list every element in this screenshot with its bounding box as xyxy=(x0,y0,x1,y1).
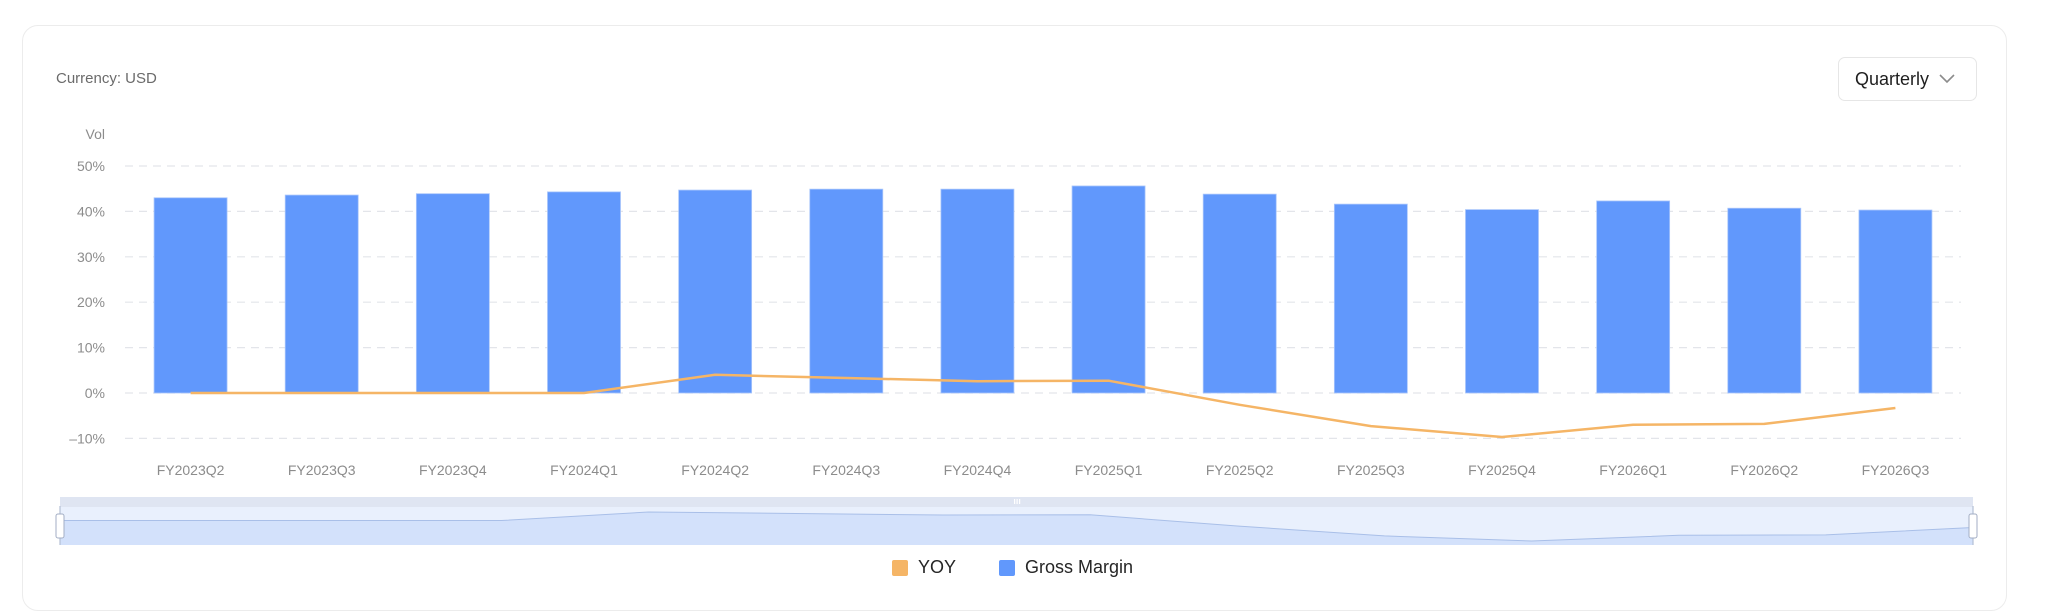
bar-gross-margin[interactable] xyxy=(1727,207,1802,394)
x-tick-label: FY2026Q2 xyxy=(1730,462,1798,478)
slider-grip-icon xyxy=(1014,499,1016,504)
bar-gross-margin[interactable] xyxy=(1202,193,1277,394)
y-tick-label: 10% xyxy=(77,340,105,356)
period-select[interactable]: Quarterly xyxy=(1838,57,1977,101)
slider-mini-line xyxy=(60,511,1974,542)
y-tick-label: 20% xyxy=(77,294,105,310)
bar-gross-margin[interactable] xyxy=(1333,203,1408,394)
x-tick-label: FY2026Q1 xyxy=(1599,462,1667,478)
legend-item-yoy[interactable]: YOY xyxy=(892,557,956,578)
x-tick-label: FY2025Q2 xyxy=(1206,462,1274,478)
x-tick-label: FY2024Q3 xyxy=(812,462,880,478)
legend-label-gross-margin: Gross Margin xyxy=(1025,557,1134,577)
legend-swatch-gross-margin xyxy=(999,559,1015,576)
slider-grip-icon xyxy=(1016,499,1018,504)
legend-swatch-yoy xyxy=(892,559,908,576)
bar-gross-margin[interactable] xyxy=(1071,185,1146,394)
x-tick-label: FY2024Q2 xyxy=(681,462,749,478)
y-tick-label: 50% xyxy=(77,158,105,174)
slider-handle-left[interactable] xyxy=(55,506,65,545)
y-tick-label: –10% xyxy=(69,430,105,446)
y-tick-label: 40% xyxy=(77,203,105,219)
bar-gross-margin[interactable] xyxy=(1858,209,1933,394)
currency-label: Currency: USD xyxy=(56,70,157,87)
bar-gross-margin[interactable] xyxy=(940,188,1015,394)
bar-gross-margin[interactable] xyxy=(415,193,490,394)
legend-item-gross-margin[interactable]: Gross Margin xyxy=(999,557,1133,578)
x-tick-label: FY2024Q4 xyxy=(944,462,1012,478)
x-tick-label: FY2023Q2 xyxy=(157,462,225,478)
legend-label-yoy: YOY xyxy=(918,557,957,577)
bar-gross-margin[interactable] xyxy=(284,194,359,394)
x-tick-label: FY2023Q4 xyxy=(419,462,487,478)
x-tick-label: FY2025Q3 xyxy=(1337,462,1405,478)
bar-gross-margin[interactable] xyxy=(809,188,884,394)
chevron-down-icon xyxy=(1939,74,1955,84)
bar-gross-margin[interactable] xyxy=(678,189,753,394)
x-tick-label: FY2025Q1 xyxy=(1075,462,1143,478)
slider-mini-area xyxy=(60,512,1973,545)
bar-gross-margin[interactable] xyxy=(1465,209,1539,394)
slider-grip-icon xyxy=(1019,499,1021,504)
period-select-value: Quarterly xyxy=(1855,68,1930,89)
x-tick-label: FY2024Q1 xyxy=(550,462,618,478)
x-tick-label: FY2026Q3 xyxy=(1862,462,1930,478)
y-tick-label: 0% xyxy=(85,385,105,401)
bar-gross-margin[interactable] xyxy=(1596,200,1671,394)
data-zoom-slider[interactable] xyxy=(55,497,1978,545)
y-tick-label: 30% xyxy=(77,249,105,265)
y-axis-title: Vol xyxy=(86,126,105,142)
slider-handle-right[interactable] xyxy=(1968,506,1978,545)
x-tick-label: FY2023Q3 xyxy=(288,462,356,478)
bar-gross-margin[interactable] xyxy=(547,191,621,394)
bar-gross-margin[interactable] xyxy=(153,197,228,394)
x-tick-label: FY2025Q4 xyxy=(1468,462,1536,478)
line-yoy[interactable] xyxy=(190,373,1896,439)
legend: YOY Gross Margin xyxy=(0,557,2048,581)
